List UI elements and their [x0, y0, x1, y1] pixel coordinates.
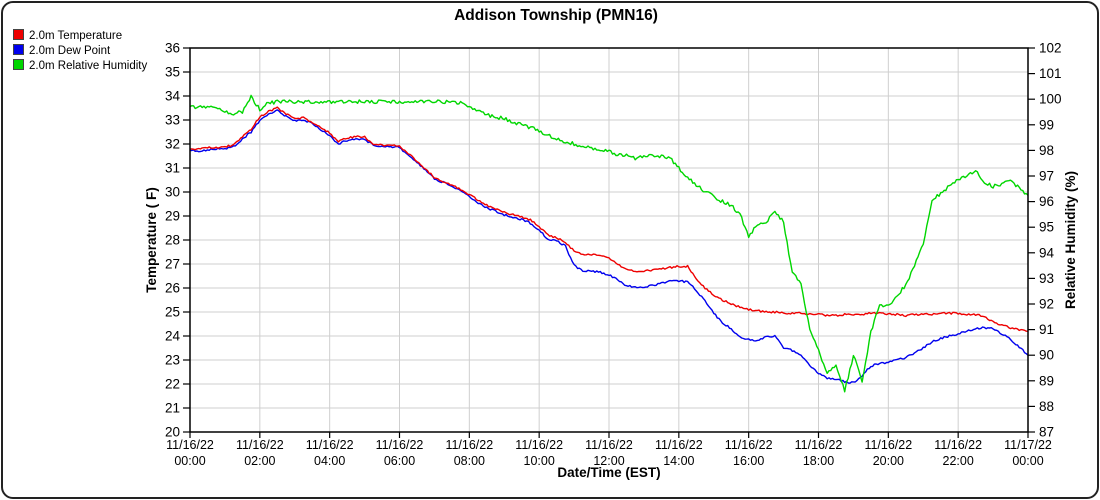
left-tick-label: 24: [165, 329, 181, 344]
right-tick-label: 98: [1039, 143, 1054, 158]
x-tick-date: 11/16/22: [445, 438, 493, 452]
left-tick-label: 28: [165, 233, 180, 248]
x-tick-time: 10:00: [524, 454, 555, 468]
x-tick-date: 11/16/22: [795, 438, 843, 452]
x-tick-date: 11/16/22: [236, 438, 284, 452]
gridlines: [190, 48, 1028, 432]
legend-item-dew-point: 2.0m Dew Point: [13, 42, 147, 57]
legend-label-relative-humidity: 2.0m Relative Humidity: [29, 60, 148, 72]
x-tick-date: 11/17/22: [1004, 438, 1052, 452]
right-tick-label: 96: [1039, 194, 1054, 209]
x-tick-time: 20:00: [873, 454, 904, 468]
left-tick-label: 30: [165, 185, 180, 200]
left-axis-title: Temperature ( F): [144, 187, 159, 293]
x-tick-time: 14:00: [663, 454, 694, 468]
x-tick-time: 00:00: [174, 454, 205, 468]
left-tick-label: 20: [165, 425, 180, 440]
left-tick-label: 22: [165, 377, 180, 392]
right-tick-label: 88: [1039, 399, 1054, 414]
2-0m-temperature-line: [190, 106, 1028, 332]
right-tick-label: 89: [1039, 373, 1054, 388]
left-tick-label: 34: [165, 89, 181, 104]
chart-title: Addison Township (PMN16): [454, 7, 658, 24]
x-tick-date: 11/16/22: [934, 438, 982, 452]
right-tick-label: 102: [1039, 41, 1062, 56]
x-tick-date: 11/16/22: [306, 438, 354, 452]
right-tick-label: 93: [1039, 271, 1054, 286]
2-0m-dew-point-line: [190, 109, 1028, 384]
left-tick-label: 31: [165, 161, 180, 176]
x-tick-time: 16:00: [733, 454, 764, 468]
left-tick-label: 32: [165, 137, 180, 152]
left-tick-label: 35: [165, 65, 180, 80]
x-tick-time: 02:00: [244, 454, 275, 468]
right-tick-label: 94: [1039, 245, 1055, 260]
x-tick-date: 11/16/22: [166, 438, 214, 452]
left-tick-label: 33: [165, 113, 180, 128]
x-tick-time: 00:00: [1012, 454, 1043, 468]
x-tick-date: 11/16/22: [655, 438, 703, 452]
x-tick-time: 04:00: [314, 454, 345, 468]
legend-swatch-dew-point: [13, 44, 24, 55]
2-0m-relative-humidity-line: [190, 94, 1028, 393]
x-tick-date: 11/16/22: [515, 438, 563, 452]
right-tick-label: 100: [1039, 92, 1062, 107]
right-tick-label: 92: [1039, 297, 1054, 312]
left-tick-label: 23: [165, 353, 180, 368]
axis-ticks: 36 35 34 33 32 31 30 29 28 27 26 25 24 23 22 21 20 102 101…: [165, 41, 1062, 469]
x-tick-time: 12:00: [593, 454, 624, 468]
legend-swatch-relative-humidity: [13, 59, 24, 70]
x-tick-time: 22:00: [943, 454, 974, 468]
left-tick-label: 36: [165, 41, 180, 56]
x-tick-date: 11/16/22: [725, 438, 773, 452]
legend-label-dew-point: 2.0m Dew Point: [29, 45, 111, 57]
x-tick-time: 06:00: [384, 454, 415, 468]
x-tick-date: 11/16/22: [864, 438, 912, 452]
right-tick-label: 91: [1039, 322, 1054, 337]
left-tick-label: 27: [165, 257, 180, 272]
x-tick-date: 11/16/22: [376, 438, 424, 452]
right-tick-label: 90: [1039, 348, 1054, 363]
legend-item-relative-humidity: 2.0m Relative Humidity: [13, 57, 147, 72]
legend: 2.0m Temperature 2.0m Dew Point 2.0m Rel…: [13, 27, 147, 72]
left-tick-label: 29: [165, 209, 180, 224]
right-tick-label: 97: [1039, 169, 1054, 184]
right-tick-label: 101: [1039, 66, 1062, 81]
x-tick-time: 08:00: [454, 454, 485, 468]
legend-swatch-temperature: [13, 29, 24, 40]
left-tick-label: 26: [165, 281, 180, 296]
data-series: [190, 94, 1028, 393]
x-tick-time: 18:00: [803, 454, 834, 468]
right-tick-label: 95: [1039, 220, 1054, 235]
x-tick-date: 11/16/22: [585, 438, 633, 452]
left-tick-label: 25: [165, 305, 180, 320]
legend-label-temperature: 2.0m Temperature: [29, 30, 123, 42]
right-tick-label: 87: [1039, 425, 1054, 440]
right-tick-label: 99: [1039, 117, 1054, 132]
x-axis-title: Date/Time (EST): [557, 465, 660, 480]
legend-item-temperature: 2.0m Temperature: [13, 27, 147, 42]
right-axis-title: Relative Humidity (%): [1063, 171, 1078, 309]
left-tick-label: 21: [165, 401, 180, 416]
